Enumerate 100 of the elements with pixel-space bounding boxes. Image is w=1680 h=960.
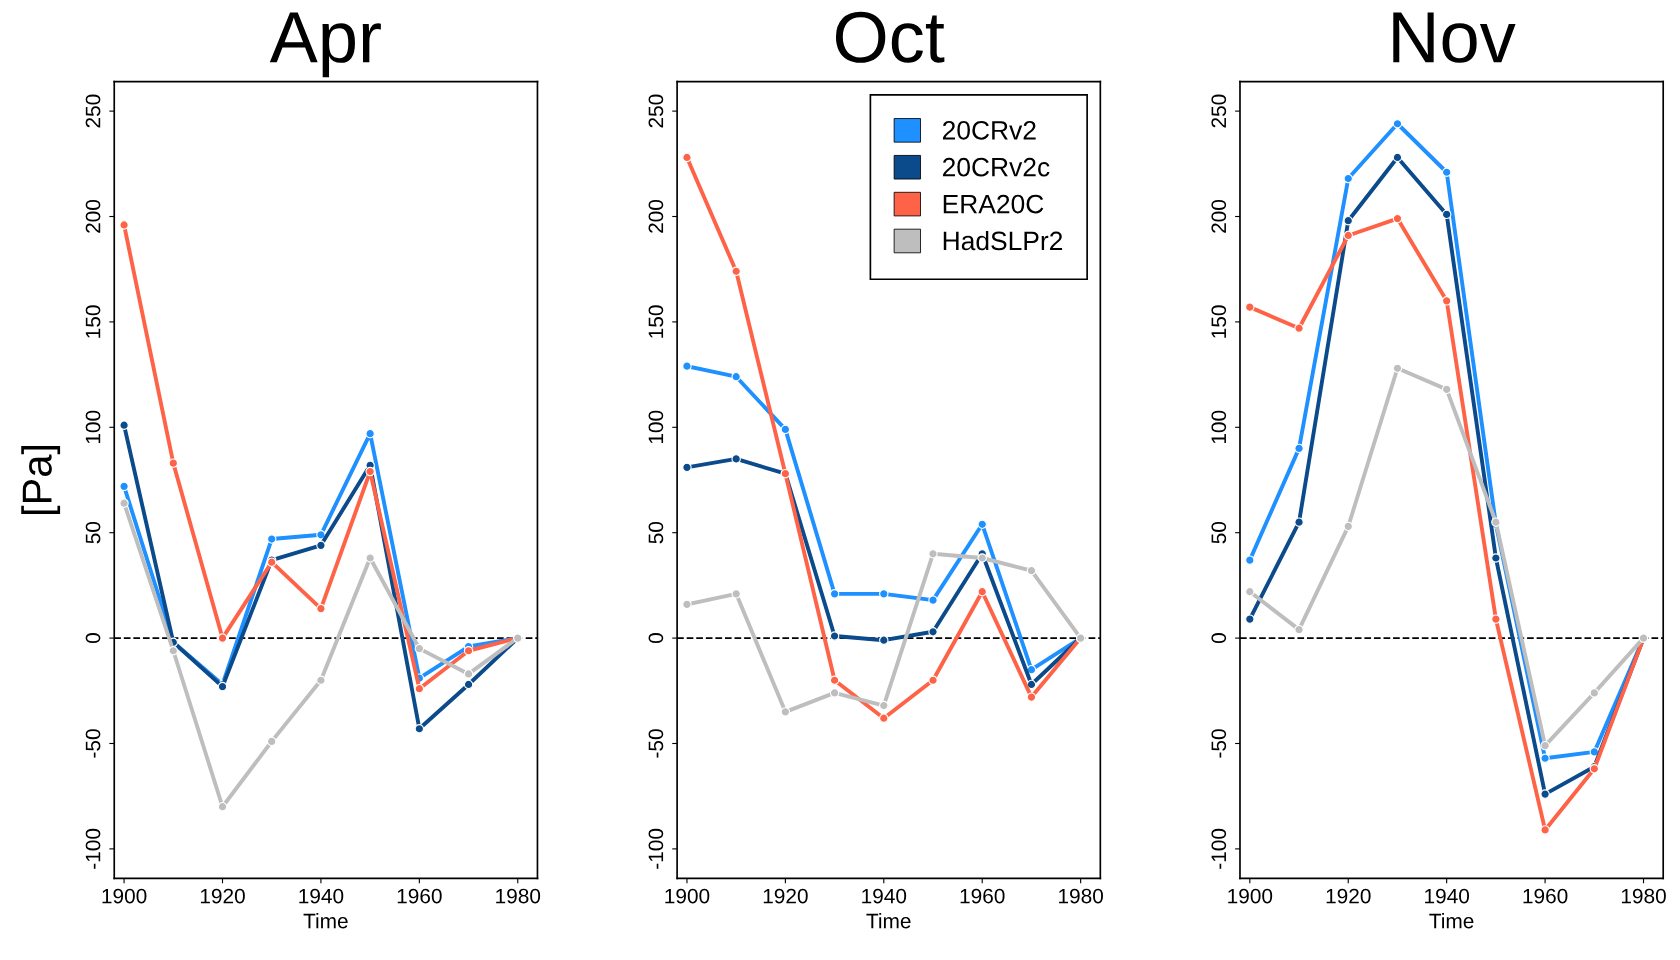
chart-title: Apr: [269, 12, 381, 78]
point: [928, 627, 938, 637]
point: [414, 683, 425, 694]
y-tick-label: -100: [85, 828, 101, 869]
x-tick-label: 1960: [1523, 888, 1568, 904]
x-tick-label: 1980: [1059, 888, 1103, 904]
x-tick-label: 1940: [862, 888, 907, 904]
point: [119, 481, 129, 492]
point: [928, 675, 938, 685]
point: [1294, 624, 1304, 635]
x-tick-label: 1900: [665, 888, 710, 904]
point: [414, 724, 425, 734]
point: [829, 631, 840, 641]
legend-label: 20CRv2: [942, 120, 1036, 140]
point: [1245, 614, 1255, 624]
y-tick-label: 100: [1211, 410, 1227, 444]
x-tick-label: 1940: [299, 888, 344, 904]
chart-title: Nov: [1393, 12, 1516, 63]
point: [731, 371, 741, 382]
point: [1540, 753, 1550, 763]
point: [879, 700, 889, 711]
point: [365, 428, 375, 439]
y-tick-label: 0: [1211, 633, 1227, 644]
point: [316, 675, 326, 685]
x-tick-label: 1980: [1621, 888, 1666, 904]
point: [780, 424, 791, 435]
point: [977, 553, 987, 563]
point: [879, 713, 889, 723]
y-tick-label: -50: [1211, 729, 1227, 758]
point: [829, 688, 840, 698]
point: [119, 498, 129, 508]
legend-label: HadSLPr2: [943, 230, 1063, 251]
point: [168, 646, 179, 656]
point: [119, 220, 129, 230]
point: [316, 530, 326, 540]
y-axis-title: [Pa]: [21, 445, 61, 515]
y-tick-label: 250: [85, 94, 101, 128]
y-tick-label: 50: [1211, 521, 1227, 544]
y-tick-label: -50: [648, 729, 664, 758]
point: [1245, 555, 1255, 565]
point: [463, 679, 474, 690]
x-tick-label: 1920: [200, 888, 245, 904]
x-tick-label: 1900: [102, 888, 147, 904]
point: [928, 549, 938, 559]
point: [1294, 517, 1304, 527]
point: [1343, 216, 1353, 226]
y-tick-label: 150: [85, 305, 101, 338]
x-tick-label: 1920: [763, 888, 808, 904]
point: [731, 266, 741, 277]
y-tick-label: 200: [85, 199, 101, 233]
y-tick-label: -50: [85, 729, 101, 758]
x-tick-label: 1960: [397, 888, 442, 904]
point: [1441, 167, 1452, 177]
point: [1392, 152, 1403, 163]
point: [829, 589, 840, 599]
point: [365, 466, 375, 477]
y-tick-label: 100: [85, 410, 101, 444]
point: [977, 586, 987, 597]
y-tick-label: 0: [85, 633, 101, 644]
x-tick-label: 1980: [496, 888, 541, 904]
point: [316, 540, 326, 551]
point: [1026, 692, 1037, 702]
point: [731, 454, 741, 464]
point: [1343, 173, 1353, 184]
point: [780, 707, 791, 717]
point: [1245, 302, 1255, 312]
point: [829, 675, 840, 685]
point: [1491, 553, 1501, 563]
point: [682, 462, 692, 473]
point: [1540, 789, 1550, 799]
point: [1540, 740, 1550, 751]
point: [1441, 384, 1452, 395]
point: [1441, 209, 1452, 220]
chart-title: Oct: [835, 11, 945, 63]
point: [316, 603, 326, 614]
y-tick-label: 200: [648, 199, 664, 233]
y-tick-label: 50: [85, 521, 101, 544]
point: [682, 152, 692, 163]
y-tick-label: 250: [648, 94, 664, 128]
point: [1392, 119, 1403, 129]
y-tick-label: -100: [648, 828, 664, 869]
point: [463, 646, 474, 656]
point: [682, 361, 692, 371]
point: [731, 589, 741, 599]
point: [1026, 679, 1037, 690]
x-tick-label: 1960: [960, 888, 1005, 904]
x-axis-title: Time: [1429, 913, 1474, 929]
x-axis-title: Time: [303, 913, 348, 929]
point: [168, 458, 179, 468]
point: [1540, 825, 1550, 835]
y-tick-label: 150: [648, 305, 664, 338]
point: [266, 736, 277, 747]
y-tick-label: 150: [1211, 305, 1227, 338]
point: [879, 589, 889, 599]
point: [365, 553, 375, 563]
point: [1441, 296, 1452, 306]
y-tick-label: 250: [1211, 94, 1227, 128]
point: [119, 420, 129, 430]
point: [414, 643, 425, 654]
point: [1294, 323, 1304, 333]
